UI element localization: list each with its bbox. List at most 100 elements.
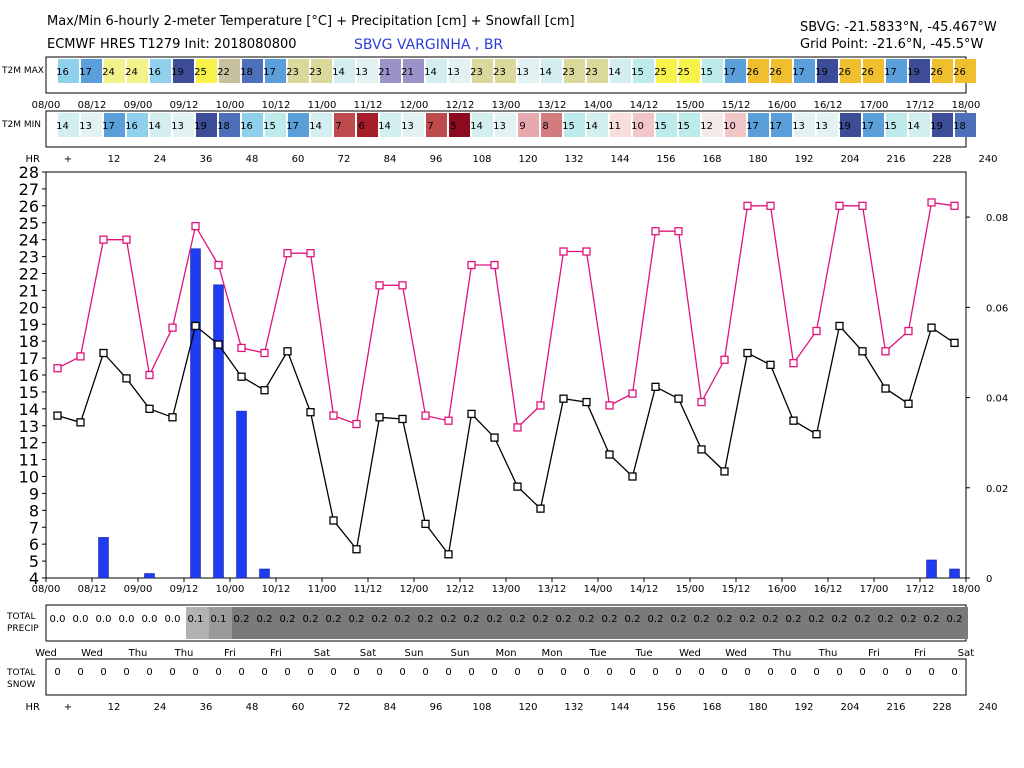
y-tick-label: 26: [19, 197, 39, 216]
total-precip-cell: [600, 607, 623, 639]
total-precip-cell: [347, 607, 370, 639]
total-precip-value: 0.2: [464, 614, 480, 625]
t2m-max-value: 23: [493, 67, 506, 78]
t2m-max-point: [835, 201, 844, 210]
day-label: Wed: [679, 648, 701, 659]
hour-label: 240: [978, 154, 997, 165]
location-name: SBVG VARGINHA , BR: [354, 37, 504, 53]
total-precip-cell: [439, 607, 462, 639]
t2m-max-value: 19: [815, 67, 828, 78]
x-tick-label: 15/00: [676, 584, 705, 595]
total-snow-value: 0: [491, 667, 497, 678]
t2m-min-cell: [357, 113, 378, 137]
total-precip-value: 0.2: [395, 614, 411, 625]
t2m-max-cell: [932, 59, 953, 83]
t2m-min-cell: [932, 113, 953, 137]
t2m-min-cell: [403, 113, 424, 137]
t2m-min-point: [237, 372, 246, 381]
hr-label-bottom: HR: [26, 702, 41, 713]
total-precip-value: 0.2: [878, 614, 894, 625]
t2m-max-value: 17: [792, 67, 805, 78]
t2m-min-cell: [863, 113, 884, 137]
date-label: 12/00: [400, 100, 429, 111]
t2m-max-cell: [104, 59, 125, 83]
total-precip-value: 0.0: [119, 614, 135, 625]
total-precip-value: 0.1: [211, 614, 227, 625]
total-snow-value: 0: [284, 667, 290, 678]
total-precip-value: 0.2: [648, 614, 664, 625]
t2m-max-value: 26: [953, 67, 966, 78]
day-label: Thu: [772, 648, 792, 659]
total-snow-value: 0: [813, 667, 819, 678]
t2m-min-value: 17: [769, 121, 782, 132]
t2m-max-point: [444, 416, 453, 425]
date-label: 13/12: [538, 100, 567, 111]
hour-label-bottom: 12: [108, 702, 121, 713]
y-tick-label: 4: [29, 569, 39, 588]
t2m-min-point: [651, 382, 660, 391]
t2m-min-value: 15: [884, 121, 897, 132]
t2m-max-cell: [817, 59, 838, 83]
t2m-min-point: [191, 321, 200, 331]
hour-label-bottom: 216: [886, 702, 905, 713]
hour-label-bottom: 36: [200, 702, 213, 713]
total-precip-value: 0.2: [257, 614, 273, 625]
t2m-max-cell: [748, 59, 769, 83]
t2m-max-cell: [886, 59, 907, 83]
total-precip-cell: [899, 607, 922, 639]
t2m-max-point: [582, 247, 591, 256]
total-snow-value: 0: [54, 667, 60, 678]
x-tick-label: 16/12: [814, 584, 843, 595]
day-label: Sat: [314, 648, 330, 659]
date-label: 16/00: [768, 100, 797, 111]
t2m-max-point: [145, 370, 154, 380]
t2m-max-point: [191, 221, 200, 231]
total-snow-value: 0: [100, 667, 106, 678]
t2m-max-cell: [863, 59, 884, 83]
total-snow-value: 0: [468, 667, 474, 678]
date-label: 14/12: [630, 100, 659, 111]
y2-tick-label: 0.06: [986, 303, 1008, 314]
date-label: 11/00: [308, 100, 337, 111]
total-precip-cell: [485, 607, 508, 639]
t2m-max-cell: [633, 59, 654, 83]
t2m-max-point: [467, 260, 476, 270]
hour-label-bottom: 108: [472, 702, 491, 713]
t2m-min-value: 18: [953, 121, 966, 132]
total-precip-cell: [508, 607, 531, 639]
x-tick-label: 14/00: [584, 584, 613, 595]
t2m-min-cell: [679, 113, 700, 137]
grid-point-coords: Grid Point: -21.6°N, -45.5°W: [800, 37, 984, 52]
t2m-max-cell: [495, 59, 516, 83]
t2m-max-point: [214, 260, 223, 270]
t2m-max-point: [99, 235, 108, 244]
total-snow-value: 0: [422, 667, 428, 678]
t2m-max-value: 23: [562, 67, 575, 78]
t2m-min-value: 16: [125, 121, 138, 132]
t2m-min-point: [490, 433, 499, 442]
total-precip-cell: [278, 607, 301, 639]
t2m-min-cell: [541, 113, 562, 137]
date-label: 17/12: [906, 100, 935, 111]
date-label: 08/00: [32, 100, 61, 111]
t2m-max-cell: [794, 59, 815, 83]
x-tick-label: 12/00: [400, 584, 429, 595]
total-precip-cell: [807, 607, 830, 639]
t2m-min-cell: [587, 113, 608, 137]
t2m-min-point: [605, 450, 614, 459]
t2m-min-cell: [955, 113, 976, 137]
t2m-max-cell: [58, 59, 79, 83]
t2m-max-point: [306, 249, 315, 258]
precip-bar: [259, 568, 270, 579]
t2m-max-cell: [840, 59, 861, 83]
t2m-min-cell: [633, 113, 654, 137]
total-snow-value: 0: [261, 667, 267, 678]
t2m-min-point: [122, 374, 131, 383]
t2m-min-point: [697, 445, 706, 454]
t2m-max-value: 13: [355, 67, 368, 78]
t2m-max-value: 21: [401, 67, 414, 78]
t2m-min-point: [904, 399, 913, 408]
t2m-min-value: 14: [309, 121, 322, 132]
precip-bar: [213, 284, 224, 579]
hour-label: 168: [702, 154, 721, 165]
